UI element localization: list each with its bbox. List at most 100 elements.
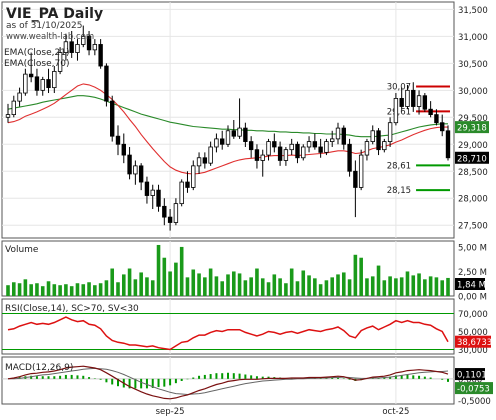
- candle-down: [127, 154, 132, 175]
- volume-bar: [376, 265, 381, 296]
- volume-bar: [11, 282, 16, 296]
- price-tick-label: 27,500: [458, 222, 488, 232]
- candle-up: [52, 71, 57, 89]
- volume-bar: [266, 282, 271, 296]
- asof-date: as of 31/10/2025: [6, 21, 82, 31]
- volume-bar: [411, 275, 416, 296]
- macd-panel: [1, 356, 455, 405]
- volume-bar: [399, 277, 404, 296]
- volume-bar: [46, 281, 51, 296]
- candle-up: [23, 73, 28, 94]
- candle-down: [248, 141, 254, 151]
- candle-down: [104, 65, 109, 102]
- candle-down: [411, 89, 416, 107]
- candle-down: [220, 138, 225, 145]
- candle-down: [46, 79, 51, 89]
- candle-down: [110, 100, 115, 137]
- candle-down: [202, 157, 208, 164]
- candle-down: [185, 181, 190, 188]
- candle-up: [364, 141, 370, 156]
- candle-up: [335, 127, 341, 140]
- volume-bar: [81, 284, 86, 296]
- volume-bar: [347, 279, 352, 296]
- chart-title: VIE_PA Daily: [6, 6, 103, 22]
- candle-up: [40, 79, 45, 91]
- candle-up: [208, 146, 213, 164]
- candle-up: [150, 189, 155, 196]
- candle-up: [133, 165, 138, 175]
- volume-bar: [353, 254, 358, 296]
- ema-value-label: 29,318: [457, 124, 487, 134]
- macd-hist-tag: [455, 382, 493, 395]
- candle-down: [231, 130, 236, 137]
- candle-up: [191, 165, 196, 188]
- candle-down: [156, 189, 161, 207]
- candle-down: [376, 130, 381, 151]
- volume-bar: [446, 277, 450, 296]
- candle-down: [440, 122, 445, 132]
- volume-bar: [388, 276, 392, 296]
- price-tick-label: 29,500: [458, 114, 488, 124]
- volume-bar: [260, 278, 265, 296]
- price-tick-label: 29,000: [458, 141, 488, 151]
- candle-down: [295, 143, 300, 159]
- candle-up: [17, 92, 22, 102]
- last-close-label: 28,710: [457, 154, 487, 164]
- volume-bar: [341, 272, 346, 296]
- candle-down: [121, 143, 126, 156]
- rsi-panel: [1, 298, 455, 355]
- candle-down: [445, 130, 451, 159]
- candle-up: [214, 138, 219, 148]
- volume-bar: [365, 278, 369, 296]
- candle-down: [422, 95, 428, 110]
- last-close-tag: [455, 151, 489, 164]
- ema-fast-legend: EMA(Close,21): [4, 48, 69, 58]
- volume-bar: [23, 279, 28, 296]
- rsi-title: RSI(Close,14), SC>70, SV<30: [5, 304, 139, 314]
- candle-down: [353, 170, 358, 188]
- candle-up: [283, 149, 289, 161]
- volume-bar: [75, 283, 80, 296]
- candle-up: [173, 203, 179, 223]
- candle-up: [301, 146, 306, 159]
- volume-bar: [6, 285, 10, 296]
- grid-lines: [2, 2, 454, 404]
- candle-up: [57, 52, 63, 72]
- rsi-value-label: 38,6733: [457, 338, 492, 348]
- candle-down: [341, 127, 346, 145]
- volume-bar: [284, 283, 288, 296]
- volume-bar: [127, 268, 132, 296]
- volume-bar: [318, 284, 323, 296]
- level-label: 28,15: [387, 186, 411, 196]
- volume-bar: [121, 274, 126, 296]
- candle-down: [34, 76, 40, 91]
- volume-bar: [307, 275, 311, 296]
- volume-bar: [98, 283, 103, 296]
- candle-down: [162, 205, 167, 218]
- volume-bar: [255, 268, 259, 296]
- volume-bar: [162, 257, 167, 296]
- candle-up: [330, 138, 335, 142]
- candle-down: [347, 143, 352, 172]
- volume-bar: [69, 286, 74, 296]
- volume-title: Volume: [5, 245, 39, 255]
- volume-bar: [17, 283, 22, 296]
- volume-bar: [313, 278, 317, 296]
- candle-up: [405, 89, 410, 107]
- volume-bar: [336, 274, 340, 296]
- macd-value-tag: [455, 368, 485, 381]
- candle-up: [289, 143, 294, 151]
- macd-line: [7, 365, 449, 400]
- volume-bar: [295, 281, 300, 296]
- source-url: www.wealth-lab.com: [6, 32, 94, 42]
- macd-value-label: 0,1101: [457, 371, 487, 381]
- rsi-value-tag: [455, 335, 491, 348]
- candle-up: [179, 181, 184, 205]
- rsi-tick-label: 70,000: [458, 310, 488, 320]
- volume-bar: [214, 276, 219, 296]
- volume-bar: [179, 246, 184, 296]
- candle-up: [370, 130, 375, 142]
- candle-down: [138, 165, 144, 183]
- volume-bar: [226, 274, 230, 296]
